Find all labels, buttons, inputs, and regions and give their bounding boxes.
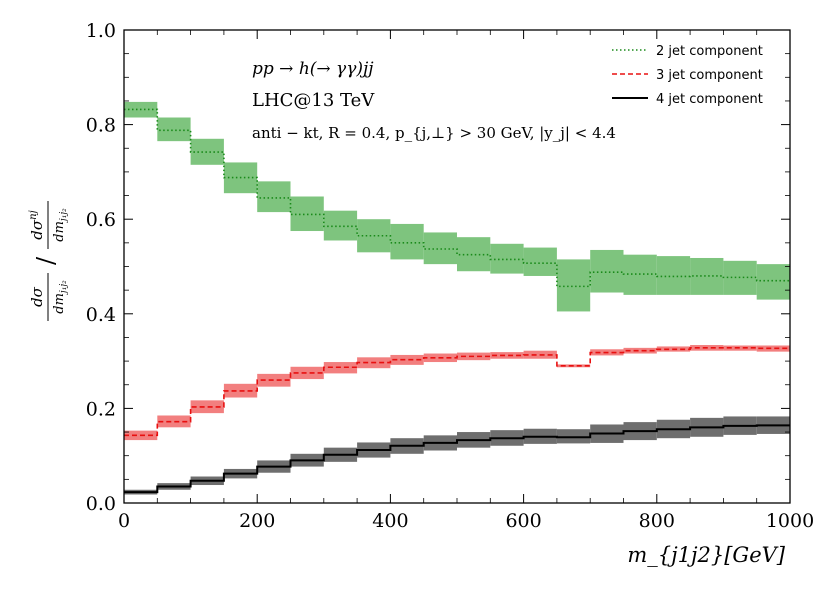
band-bin-1-5 xyxy=(290,366,324,380)
y-tick-label: 0.0 xyxy=(86,493,116,515)
svg-text:dmj₁j₂: dmj₁j₂ xyxy=(52,280,69,314)
y-tick-label: 0.6 xyxy=(86,209,116,231)
band-bin-0-14 xyxy=(590,249,624,293)
band-bin-0-19 xyxy=(756,264,790,300)
uncertainty-bands xyxy=(124,101,790,495)
legend-label-2: 4 jet component xyxy=(656,92,763,107)
band-bin-1-4 xyxy=(257,373,291,387)
svg-text:dmj₁j₂: dmj₁j₂ xyxy=(52,208,69,242)
band-bin-0-8 xyxy=(390,223,424,260)
plot-frame xyxy=(123,29,791,504)
y-axis-label: dσ dmj₁j₂ / dσnj dmj₁j₂ xyxy=(28,201,69,321)
x-tick-label: 200 xyxy=(239,510,275,532)
band-bin-1-18 xyxy=(723,345,757,351)
y-tick-label: 0.2 xyxy=(86,398,116,420)
axis-ticks xyxy=(123,29,791,504)
annotation-cuts: anti − kt, R = 0.4, p_{j,⊥} > 30 GeV, |y… xyxy=(252,124,616,142)
band-bin-1-8 xyxy=(390,354,424,365)
series-line-2-jet-component xyxy=(124,108,790,288)
series-line-4-jet-component xyxy=(124,424,790,494)
band-bin-0-16 xyxy=(656,256,691,295)
band-bin-1-1 xyxy=(157,415,191,428)
annotation-process: pp → h(→ γγ)jj xyxy=(252,59,374,79)
x-tick-label: 600 xyxy=(505,510,541,532)
band-bin-1-15 xyxy=(623,347,657,354)
x-axis-label: m_{j1j2}[GeV] xyxy=(627,543,785,567)
tick-labels: 0 200 400 600 800 1000 0.0 0.2 0.4 0.6 0.8 1.0 xyxy=(86,20,814,532)
band-bin-0-1 xyxy=(157,117,191,142)
series-line-3-jet-component xyxy=(124,347,790,437)
band-bin-0-4 xyxy=(257,181,291,213)
svg-text:dσ: dσ xyxy=(28,286,46,307)
x-tick-label: 400 xyxy=(372,510,408,532)
annotation-energy: LHC@13 TeV xyxy=(252,90,375,111)
band-bin-0-12 xyxy=(523,247,557,276)
y-tick-label: 1.0 xyxy=(86,20,116,42)
x-tick-label: 0 xyxy=(118,510,130,532)
series-lines xyxy=(124,108,790,494)
y-tick-label: 0.8 xyxy=(86,115,116,137)
legend-label-0: 2 jet component xyxy=(656,44,763,59)
x-tick-label: 800 xyxy=(639,510,675,532)
band-bin-1-11 xyxy=(490,352,524,359)
legend-label-1: 3 jet component xyxy=(656,68,763,83)
y-tick-label: 0.4 xyxy=(86,304,116,326)
band-bin-0-17 xyxy=(690,257,724,295)
svg-text:dσnj: dσnj xyxy=(28,210,46,239)
band-bin-1-2 xyxy=(190,400,224,414)
band-bin-0-13 xyxy=(556,259,591,312)
x-tick-label: 1000 xyxy=(766,510,814,532)
svg-text:/: / xyxy=(32,256,60,265)
legend: 2 jet component 3 jet component 4 jet comp… xyxy=(612,44,763,107)
band-bin-1-19 xyxy=(756,345,790,352)
band-bin-0-10 xyxy=(457,237,491,272)
